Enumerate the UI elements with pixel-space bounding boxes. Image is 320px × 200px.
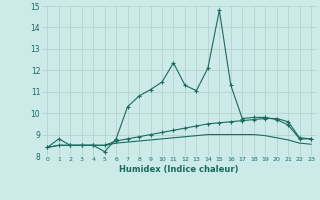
X-axis label: Humidex (Indice chaleur): Humidex (Indice chaleur) <box>119 165 239 174</box>
